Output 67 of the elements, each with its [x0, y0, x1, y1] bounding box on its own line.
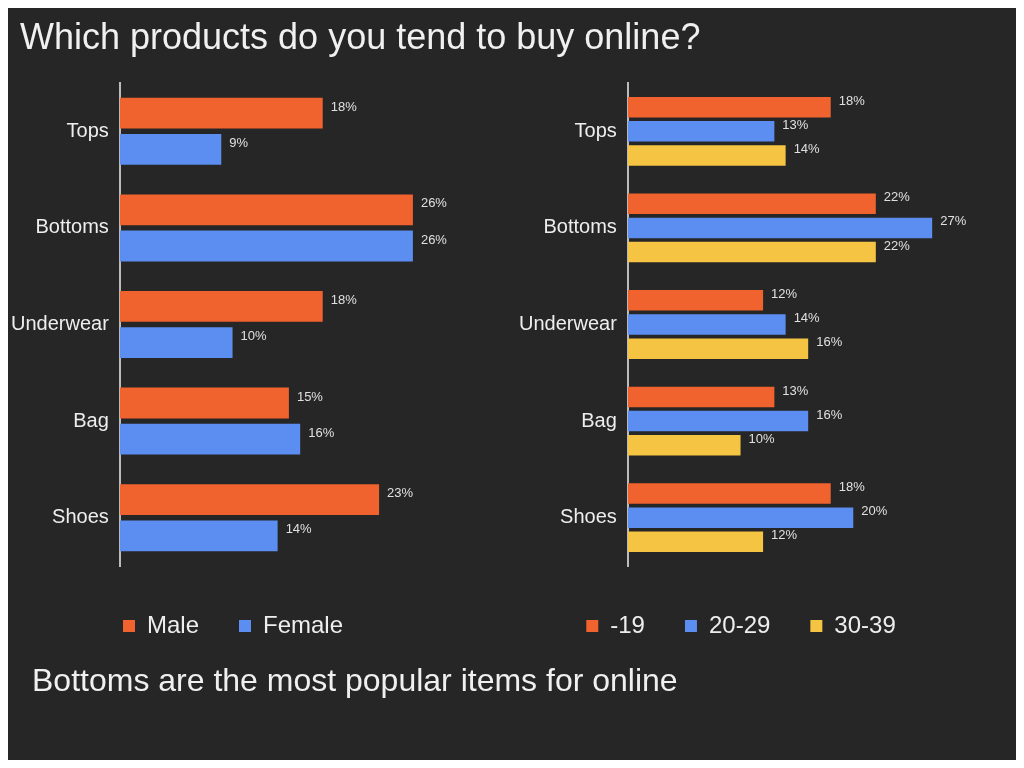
- data-label: 23%: [387, 485, 414, 501]
- legend-label: -19: [610, 610, 645, 638]
- y-tick-label: Tops: [66, 118, 109, 141]
- data-label: 18%: [838, 92, 866, 108]
- bar: [627, 217, 933, 239]
- bar: [119, 290, 323, 322]
- bar: [119, 423, 301, 455]
- data-label: 18%: [330, 98, 358, 114]
- data-label: 14%: [793, 141, 821, 157]
- data-label: 12%: [771, 527, 798, 543]
- y-tick-label: Bag: [73, 408, 109, 431]
- bar: [119, 194, 413, 226]
- data-label: 22%: [883, 189, 911, 205]
- data-label: 16%: [816, 334, 843, 350]
- y-tick-label: Tops: [574, 118, 617, 141]
- bar: [627, 531, 764, 553]
- y-tick-label: Bottoms: [543, 215, 617, 238]
- data-label: 9%: [229, 134, 249, 150]
- bar: [627, 290, 764, 311]
- data-label: 16%: [308, 424, 335, 440]
- y-tick-label: Underwear: [518, 312, 618, 335]
- data-label: 15%: [296, 388, 324, 404]
- data-label: 16%: [816, 406, 843, 422]
- bar: [119, 327, 233, 359]
- y-tick-label: Shoes: [560, 505, 617, 528]
- bar: [119, 230, 413, 262]
- legend-label: Male: [146, 610, 200, 638]
- data-label: 26%: [420, 231, 448, 247]
- data-label: 10%: [748, 430, 776, 446]
- bar: [119, 484, 380, 515]
- bar: [627, 121, 775, 142]
- data-label: 18%: [330, 291, 358, 307]
- data-label: 14%: [285, 521, 313, 537]
- bar: [119, 134, 222, 165]
- bar: [627, 314, 786, 335]
- data-label: 13%: [782, 116, 809, 132]
- text: Bottoms are the most popular items for online: [31, 661, 679, 700]
- data-label: 10%: [240, 328, 268, 344]
- bar: [119, 97, 323, 129]
- y-tick-label: Bottoms: [35, 215, 109, 238]
- bar: [627, 338, 809, 359]
- chart-title: Which products do you tend to buy online?: [19, 15, 702, 59]
- data-label: 14%: [793, 310, 821, 326]
- data-label: 27%: [940, 213, 967, 229]
- y-tick-label: Bag: [581, 408, 617, 431]
- data-label: 20%: [861, 503, 888, 519]
- bar: [119, 387, 289, 419]
- legend-label: 20-29: [708, 610, 771, 638]
- bar: [119, 520, 278, 552]
- legend-label: 30-39: [834, 610, 896, 638]
- bar: [627, 96, 831, 118]
- legend-label: Female: [263, 610, 344, 638]
- bar: [627, 193, 876, 215]
- bar: [627, 410, 809, 432]
- data-label: 18%: [838, 479, 866, 495]
- data-label: 26%: [420, 195, 448, 211]
- data-label: 12%: [771, 285, 798, 301]
- bar: [627, 241, 876, 263]
- data-label: 13%: [782, 382, 809, 398]
- bar: [627, 145, 786, 166]
- y-tick-label: Underwear: [10, 312, 110, 335]
- bar: [627, 507, 854, 528]
- bar: [627, 483, 831, 504]
- y-tick-label: Shoes: [52, 505, 109, 528]
- bar: [627, 434, 741, 456]
- bar: [627, 386, 775, 408]
- data-label: 22%: [883, 237, 911, 253]
